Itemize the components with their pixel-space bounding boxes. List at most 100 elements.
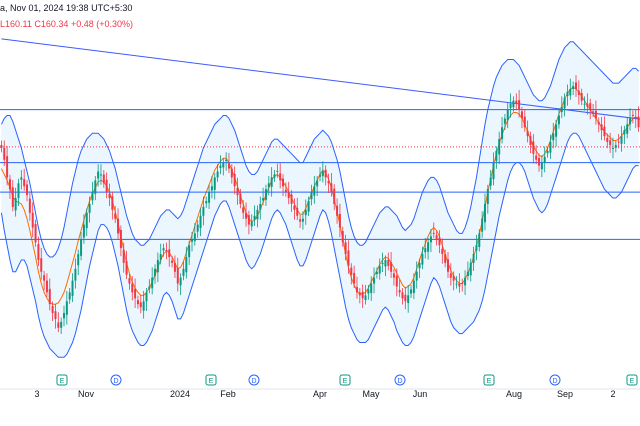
candle-body [387,259,390,266]
candle [549,134,552,159]
candle [14,187,17,217]
candle-body [611,147,614,149]
candle-body [176,268,179,284]
candle [609,132,612,153]
candle [253,205,256,227]
candle-body [412,280,415,293]
candle-body [250,221,253,227]
candle-body [478,233,481,247]
candle [543,146,546,173]
candle [367,285,370,300]
candle [592,104,595,117]
candle-body [3,147,6,160]
candle-body [293,205,296,210]
candle-body [99,174,102,176]
candle-body [48,288,51,305]
candle [273,170,276,182]
candle [324,165,327,186]
candle-body [506,109,509,121]
candle-body [429,236,432,243]
candle [154,264,157,284]
earnings-icon [483,374,495,386]
candle-body [503,118,506,124]
candle [262,187,265,205]
candle [125,250,128,280]
dividend-icon [394,374,406,386]
candle-body [154,268,157,276]
candle [301,211,304,230]
candle-body [398,290,401,293]
candle [236,177,239,205]
candle-body [455,283,458,285]
candle-body [145,292,148,302]
candle-body [125,261,128,275]
candle-body [515,100,518,104]
earnings-marker: E [56,374,68,386]
candle-body [284,189,287,193]
candle [74,258,77,289]
candle [321,161,324,183]
candle-body [523,116,526,128]
candle-body [614,144,617,148]
candle [168,239,171,267]
candle [589,98,592,120]
candle-body [324,169,327,178]
candle-body [469,262,472,276]
candle [290,190,293,212]
candle [179,273,182,296]
candle [34,219,37,247]
event-marker-label: D [552,378,557,385]
candle-body [555,124,558,137]
candle [210,175,213,199]
candle [117,208,120,240]
candle [139,295,142,314]
candle [489,170,492,191]
candle-body [617,141,620,143]
candles [0,75,640,334]
candle [259,196,262,220]
candle-body [148,286,151,289]
candle-body [307,201,310,212]
candle-body [114,213,117,219]
candle-body [256,209,259,220]
candle [63,305,65,327]
earnings-marker: E [626,374,638,386]
candle [136,295,139,309]
candle-body [441,248,444,255]
candle-body [71,280,74,296]
candle [515,93,518,110]
candle [472,246,475,271]
candle-body [401,292,404,299]
candle [191,231,193,252]
candle [600,116,603,140]
candle [111,191,114,220]
candle [572,81,575,96]
candle-body [168,249,171,258]
candle [222,158,225,176]
candle [469,258,472,282]
candle [390,252,393,278]
earnings-marker: E [205,374,217,386]
candle-body [358,292,361,296]
candle [242,200,245,219]
candle-body [336,205,339,216]
candle-body [390,262,393,272]
dividend-icon [248,374,260,386]
candle-body [80,239,83,256]
candle [526,120,529,143]
candle [230,164,233,184]
candle-body [509,103,512,108]
candle-body [458,283,461,287]
trendline[interactable] [1,38,640,122]
candle-body [597,121,600,125]
candle-body [296,208,299,216]
candle-body [179,277,182,286]
candle [54,303,57,329]
candle-body [438,237,441,246]
x-axis-label: 2024 [170,389,190,399]
earnings-icon [205,374,217,386]
candle [629,108,632,131]
candle-body [193,233,196,242]
candle [316,175,319,196]
